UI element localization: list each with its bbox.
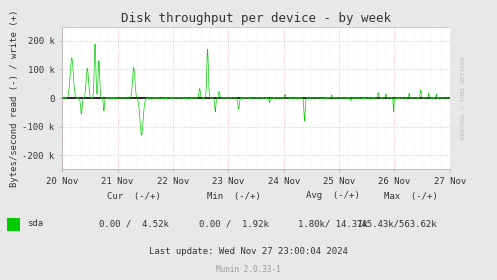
Y-axis label: Bytes/second read (-) / write (+): Bytes/second read (-) / write (+) [10,9,19,187]
Text: Munin 2.0.33-1: Munin 2.0.33-1 [216,265,281,274]
Text: 0.00 /  4.52k: 0.00 / 4.52k [99,220,169,228]
Text: 745.43k/563.62k: 745.43k/563.62k [357,220,437,228]
Text: RRDTOOL / TOBI OETIKER: RRDTOOL / TOBI OETIKER [461,57,466,139]
Text: Avg  (-/+): Avg (-/+) [306,192,360,200]
Title: Disk throughput per device - by week: Disk throughput per device - by week [121,12,391,25]
Text: 0.00 /  1.92k: 0.00 / 1.92k [199,220,268,228]
Text: Max  (-/+): Max (-/+) [384,192,437,200]
Text: 1.80k/ 14.31k: 1.80k/ 14.31k [298,220,368,228]
Text: Cur  (-/+): Cur (-/+) [107,192,161,200]
Text: Min  (-/+): Min (-/+) [207,192,260,200]
Text: sda: sda [27,220,43,228]
Text: Last update: Wed Nov 27 23:00:04 2024: Last update: Wed Nov 27 23:00:04 2024 [149,248,348,256]
